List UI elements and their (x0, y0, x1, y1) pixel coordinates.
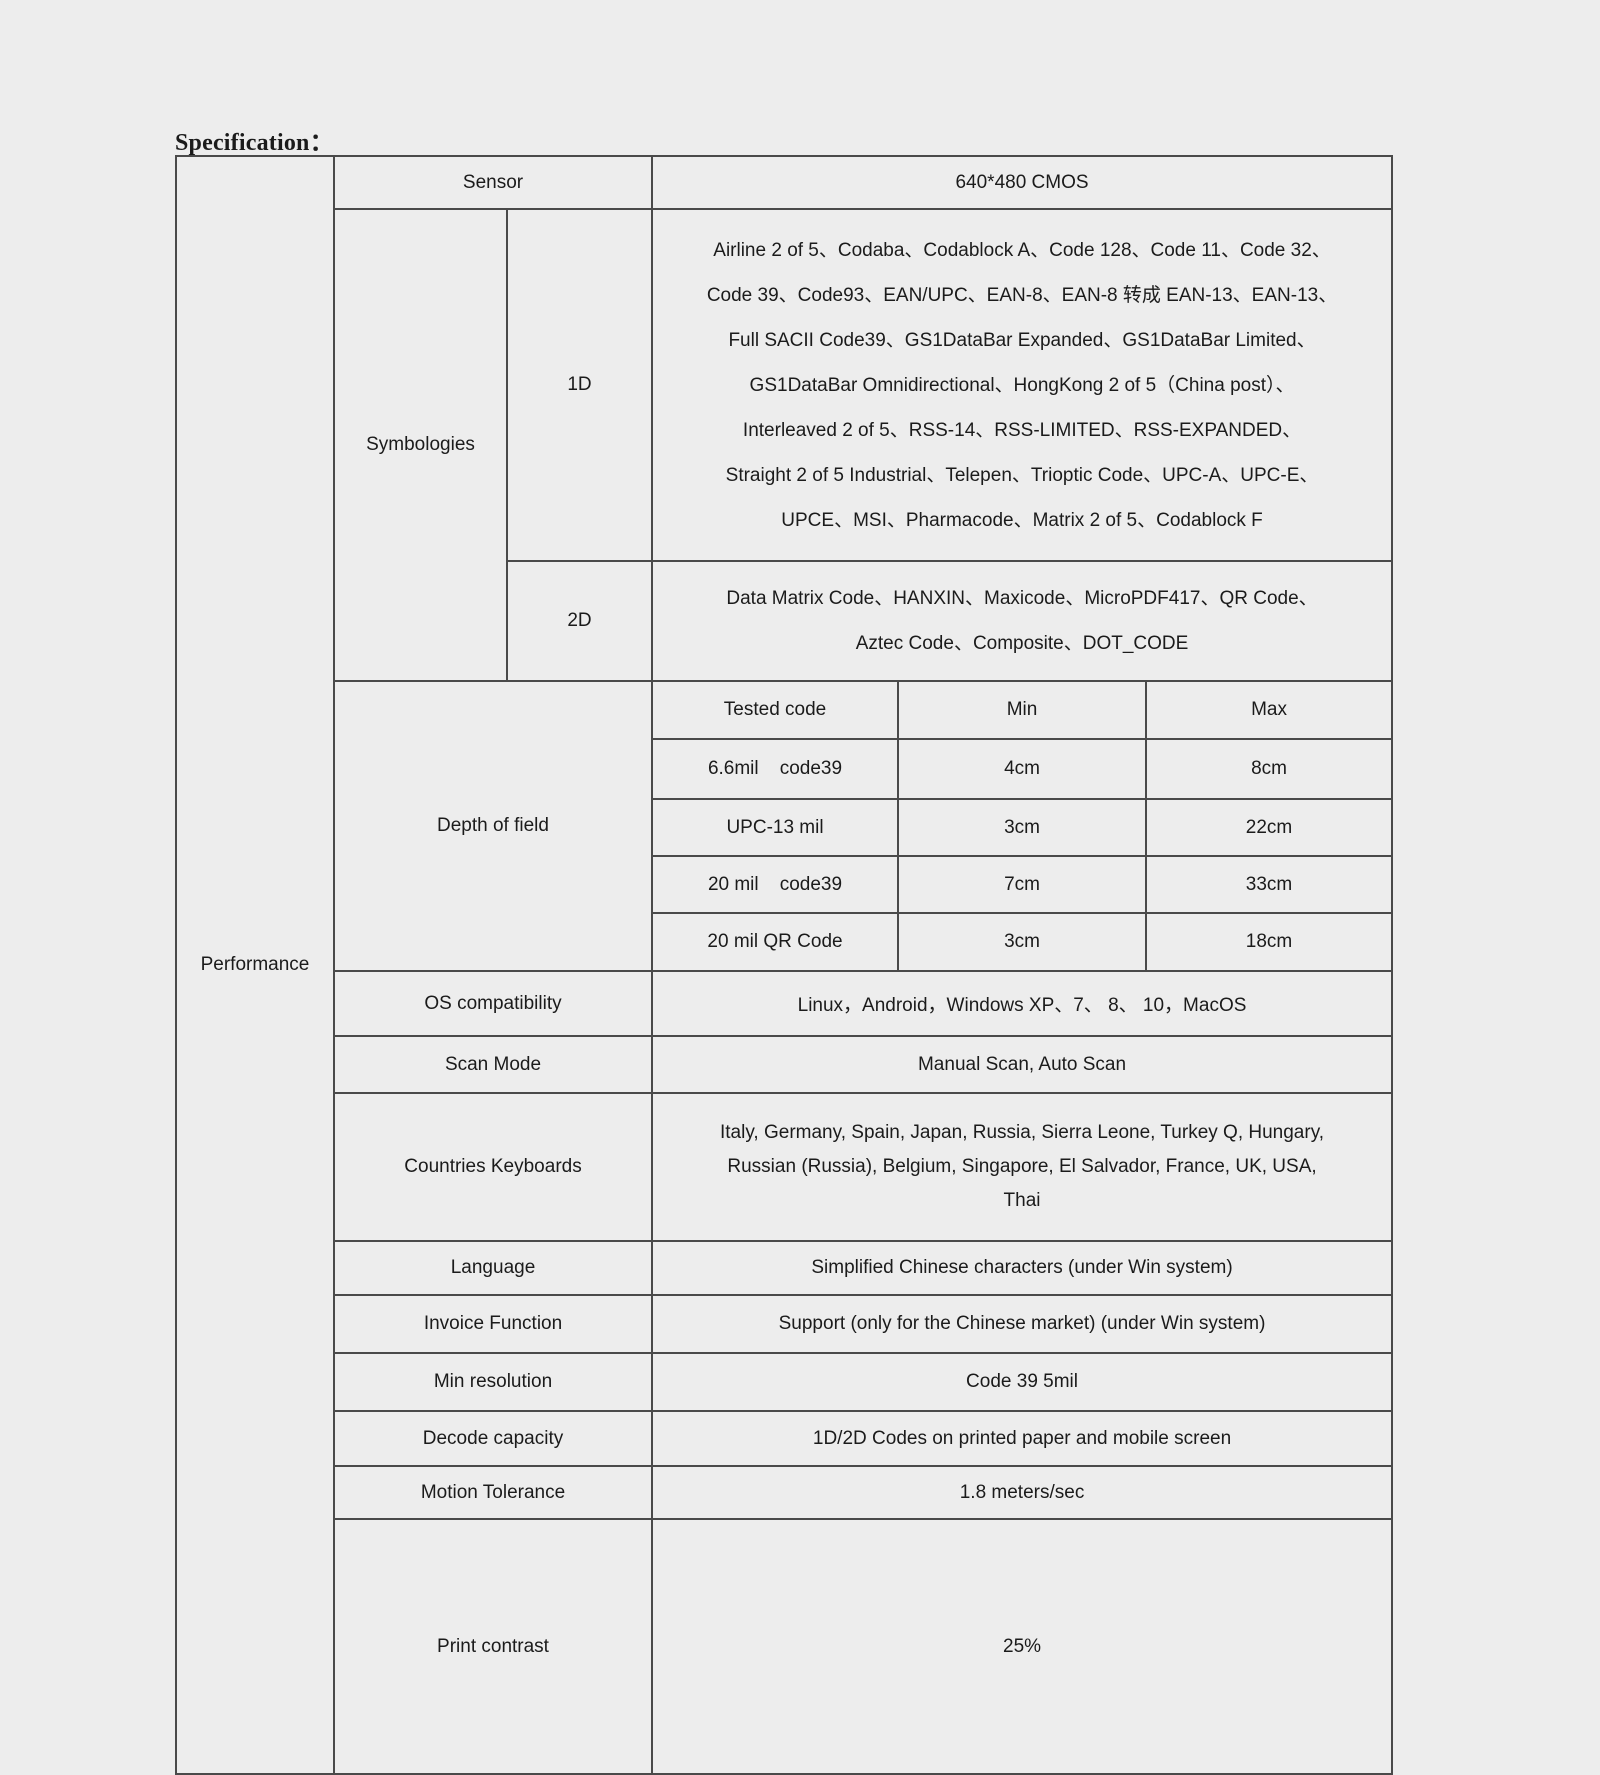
depth-of-field-label: Depth of field (332, 680, 654, 972)
depth-tested-code: UPC-13 mil (651, 798, 900, 857)
spec-row-value: Code 39 5mil (651, 1352, 1394, 1412)
depth-tested-code: 20 mil code39 (651, 855, 900, 914)
row-min-resolution: Min resolution Code 39 5mil (176, 1352, 1394, 1412)
spec-row-value: 1D/2D Codes on printed paper and mobile … (651, 1410, 1394, 1467)
spec-row-label: OS compatibility (332, 970, 654, 1037)
symbologies-1d-value: Airline 2 of 5、Codaba、Codablock A、Code 1… (651, 208, 1394, 562)
depth-min-value: 3cm (897, 912, 1148, 972)
depth-row: UPC-13 mil 3cm 22cm (176, 798, 1394, 857)
depth-min-value: 7cm (897, 855, 1148, 914)
spec-page: { "title": "Specification：", "table": { … (175, 130, 1394, 1775)
depth-row: 6.6mil code39 4cm 8cm (176, 738, 1394, 800)
symbologies-label: Symbologies (333, 208, 508, 682)
row-language: Language Simplified Chinese characters (… (176, 1240, 1394, 1296)
row-scan-mode: Scan Mode Manual Scan, Auto Scan (176, 1035, 1394, 1094)
depth-row: 20 mil QR Code 3cm 18cm (176, 912, 1394, 972)
depth-row: 20 mil code39 7cm 33cm (176, 855, 1394, 914)
row-sensor: Performance Sensor 640*480 CMOS (175, 155, 1394, 1775)
spec-row-value: 1.8 meters/sec (651, 1465, 1394, 1520)
spec-row-label: Motion Tolerance (332, 1465, 654, 1520)
symbologies-2d-label: 2D (505, 560, 654, 682)
symbologies-2d-value: Data Matrix Code、HANXIN、Maxicode、MicroPD… (651, 560, 1394, 682)
depth-max-value: 33cm (1145, 855, 1394, 914)
spec-row-label: Decode capacity (332, 1410, 654, 1467)
spec-row-label: Scan Mode (332, 1035, 654, 1094)
symbologies-1d-label: 1D (505, 208, 654, 562)
spec-row-label: Min resolution (332, 1352, 654, 1412)
depth-tested-code: 6.6mil code39 (651, 738, 900, 800)
performance-group-label: Performance (175, 155, 335, 1775)
spec-row-value: Simplified Chinese characters (under Win… (651, 1240, 1394, 1296)
spec-row-value: Support (only for the Chinese market) (u… (651, 1294, 1394, 1354)
row-symbologies-1d: Symbologies 1D Airline 2 of 5、Codaba、Cod… (176, 208, 1394, 682)
row-countries-keyboards: Countries Keyboards Italy, Germany, Spai… (176, 1092, 1394, 1242)
depth-max-value: 8cm (1145, 738, 1394, 800)
row-decode-capacity: Decode capacity 1D/2D Codes on printed p… (176, 1410, 1394, 1467)
spec-table: Performance Sensor 640*480 CMOS Symbolog… (175, 155, 1394, 1775)
depth-header-max: Max (1145, 680, 1394, 740)
spec-row-value: 25% (651, 1518, 1394, 1775)
spec-row-label: Language (332, 1240, 654, 1296)
spec-row-label: Countries Keyboards (332, 1092, 654, 1242)
sensor-value: 640*480 CMOS (651, 155, 1394, 210)
depth-min-value: 4cm (897, 738, 1148, 800)
depth-tested-code: 20 mil QR Code (651, 912, 900, 972)
spec-row-value: Italy, Germany, Spain, Japan, Russia, Si… (651, 1092, 1394, 1242)
row-invoice-function: Invoice Function Support (only for the C… (176, 1294, 1394, 1354)
row-os-compatibility: OS compatibility Linux，Android，Windows X… (176, 970, 1394, 1037)
row-motion-tolerance: Motion Tolerance 1.8 meters/sec (176, 1465, 1394, 1520)
depth-max-value: 22cm (1145, 798, 1394, 857)
spec-row-value: Manual Scan, Auto Scan (651, 1035, 1394, 1094)
spec-row-label: Print contrast (332, 1518, 654, 1775)
sensor-label: Sensor (332, 155, 654, 210)
row-depth-header: Depth of field Tested code Min Max (176, 680, 1394, 972)
depth-max-value: 18cm (1145, 912, 1394, 972)
spec-row-label: Invoice Function (332, 1294, 654, 1354)
spec-row-value: Linux，Android，Windows XP、7、 8、 10，MacOS (651, 970, 1394, 1037)
row-print-contrast: Print contrast 25% (176, 1518, 1394, 1775)
row-symbologies-2d: 2D Data Matrix Code、HANXIN、Maxicode、Micr… (176, 560, 1394, 682)
depth-min-value: 3cm (897, 798, 1148, 857)
depth-header-min: Min (897, 680, 1148, 740)
page-title: Specification： (175, 130, 334, 156)
depth-header-tested-code: Tested code (651, 680, 900, 740)
